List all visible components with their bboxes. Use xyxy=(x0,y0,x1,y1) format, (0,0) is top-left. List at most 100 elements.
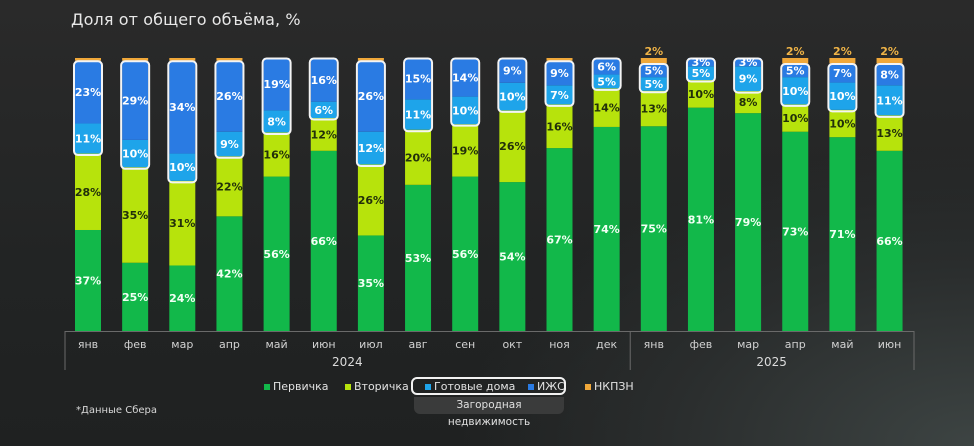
country-property-outline xyxy=(591,57,622,91)
data-label-izhs: 23% xyxy=(75,86,101,99)
bar-segment-ready_houses xyxy=(169,153,196,181)
bar-segment-izhs xyxy=(216,60,243,132)
data-label-ready_houses: 5% xyxy=(597,75,616,88)
legend-item-ready-houses: Готовые дома xyxy=(425,380,515,393)
bar-segment-izhs xyxy=(687,58,714,67)
country-property-outline xyxy=(403,57,434,133)
data-label-ready_houses: 10% xyxy=(122,148,148,161)
bar-segment-secondary xyxy=(829,109,856,138)
data-label-secondary: 16% xyxy=(546,120,572,133)
bar-segment-izhs xyxy=(640,63,667,78)
bar-segment-ready_houses xyxy=(405,99,432,130)
data-label-secondary: 19% xyxy=(452,144,478,157)
data-label-primary: 79% xyxy=(735,216,761,229)
bar-segment-izhs xyxy=(122,60,149,140)
data-label-secondary: 31% xyxy=(169,217,195,230)
footnote: *Данные Сбера xyxy=(76,405,158,416)
bar-segment-izhs xyxy=(876,63,903,86)
bar-segment-primary xyxy=(75,229,101,331)
data-label-ready_houses: 10% xyxy=(829,90,855,103)
data-label-secondary: 12% xyxy=(311,128,337,141)
x-tick-label: июл xyxy=(359,338,382,351)
country-property-outline xyxy=(167,60,198,184)
data-label-primary: 66% xyxy=(311,235,337,248)
bar-segment-secondary xyxy=(452,124,479,177)
bar-segment-ready_houses xyxy=(263,110,290,133)
data-label-ready_houses: 10% xyxy=(452,104,478,117)
country-property-outline xyxy=(73,60,103,157)
x-tick-label: мар xyxy=(737,338,759,351)
bar-segment-izhs xyxy=(546,60,573,86)
bar-segment-izhs xyxy=(357,60,384,132)
legend-label-izhs: ИЖС xyxy=(537,380,565,393)
bar-segment-secondary xyxy=(499,110,526,183)
data-label-primary: 66% xyxy=(876,235,902,248)
bar-segment-ready_houses xyxy=(310,101,337,119)
x-tick-label: апр xyxy=(219,338,240,351)
bar-segment-nkpzn xyxy=(829,58,856,64)
x-tick-label: авг xyxy=(409,338,428,351)
bar-segment-secondary xyxy=(687,80,714,108)
bar-segment-primary xyxy=(640,126,667,331)
data-label-izhs: 26% xyxy=(358,90,384,103)
country-property-outline xyxy=(450,57,481,127)
bar-segment-primary xyxy=(405,184,432,331)
data-label-nkpzn: 2% xyxy=(833,45,852,58)
country-property-outline xyxy=(874,62,905,118)
bar-segment-primary xyxy=(735,113,762,331)
data-label-secondary: 35% xyxy=(122,209,148,222)
data-label-ready_houses: 8% xyxy=(267,115,286,128)
x-tick-label: янв xyxy=(78,338,98,351)
x-tick-label: июн xyxy=(312,338,336,351)
data-label-izhs: 15% xyxy=(405,73,431,86)
data-label-primary: 71% xyxy=(829,228,855,241)
country-property-outline xyxy=(308,57,339,121)
data-label-ready_houses: 10% xyxy=(499,91,525,104)
data-label-secondary: 20% xyxy=(405,151,431,164)
bar-segment-ready_houses xyxy=(499,82,526,111)
legend-swatch-nkpzn xyxy=(585,383,591,390)
data-label-secondary: 26% xyxy=(358,194,384,207)
data-label-secondary: 10% xyxy=(829,118,855,131)
data-label-primary: 54% xyxy=(499,251,525,264)
data-label-secondary: 22% xyxy=(216,180,242,193)
bar-segment-izhs xyxy=(169,60,196,154)
country-property-outline xyxy=(685,57,716,83)
x-tick-label: сен xyxy=(455,338,475,351)
data-label-izhs: 14% xyxy=(452,71,478,84)
legend-item-primary: Первичка xyxy=(264,380,329,393)
country-property-outline xyxy=(355,60,386,167)
data-label-primary: 73% xyxy=(782,225,808,238)
bar-segment-secondary xyxy=(735,91,762,114)
legend-item-secondary: Вторичка xyxy=(345,380,409,393)
data-label-izhs: 19% xyxy=(263,78,289,91)
bar-segment-izhs xyxy=(593,58,620,75)
bar-segment-secondary xyxy=(876,115,903,151)
bar-segment-izhs xyxy=(735,58,762,67)
bar-segment-secondary xyxy=(169,180,196,266)
data-label-primary: 81% xyxy=(688,213,714,226)
data-label-ready_houses: 9% xyxy=(739,73,758,86)
x-tick-label: окт xyxy=(502,338,522,351)
bar-segment-izhs xyxy=(263,58,290,111)
data-label-secondary: 14% xyxy=(593,102,619,115)
data-label-secondary: 10% xyxy=(782,112,808,125)
x-tick-label: май xyxy=(831,338,853,351)
bar-segment-primary xyxy=(876,150,903,331)
bar-segment-izhs xyxy=(310,58,337,102)
data-label-primary: 56% xyxy=(263,248,289,261)
legend-label-secondary: Вторичка xyxy=(354,380,409,393)
bar-segment-secondary xyxy=(357,164,384,236)
bar-segment-ready_houses xyxy=(75,123,101,154)
x-tick-label: фев xyxy=(690,338,713,351)
bar-segment-secondary xyxy=(310,118,337,151)
country-property-outline xyxy=(497,57,528,113)
bar-segment-izhs xyxy=(829,63,856,83)
data-label-primary: 42% xyxy=(216,268,242,281)
country-property-outline xyxy=(261,57,292,135)
bar-segment-nkpzn xyxy=(357,58,384,61)
bar-segment-primary xyxy=(546,148,573,331)
bar-segment-primary xyxy=(310,150,337,331)
bar-segment-ready_houses xyxy=(546,85,573,105)
bar-segment-primary xyxy=(169,265,196,331)
